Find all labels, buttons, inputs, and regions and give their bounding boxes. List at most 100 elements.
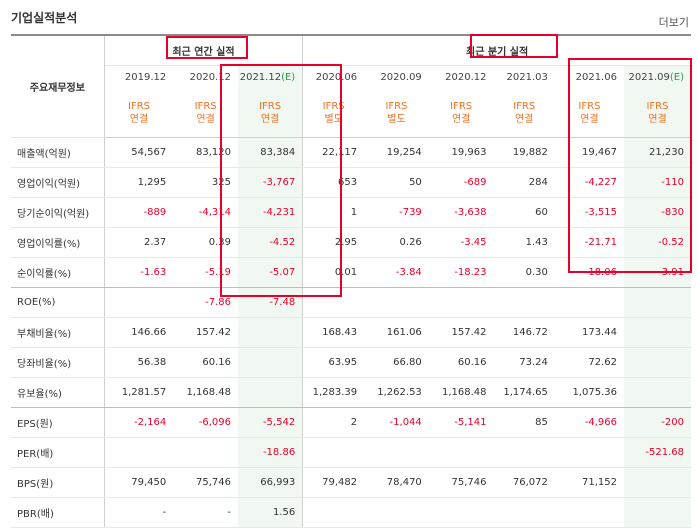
period-label: 2019.12 xyxy=(124,71,167,83)
table-row: PBR(배) - -1.56 xyxy=(11,497,691,528)
table-row: 당좌비율(%) 56.38 60.16 63.95 66.80 60.16 73.24 72.… xyxy=(11,347,691,378)
consolidation-type: 연결 xyxy=(129,113,149,125)
metric-value: 83,120 xyxy=(173,137,238,168)
metric-value: 83,384 xyxy=(237,137,304,168)
metric-value: 79,450 xyxy=(104,467,174,498)
metric-value: 60.16 xyxy=(173,347,238,378)
accounting-standard: IFRS xyxy=(322,100,345,112)
metric-value: 1.43 xyxy=(493,227,555,258)
metric-value: 19,882 xyxy=(493,137,555,168)
metric-value: -1.63 xyxy=(104,257,174,288)
metric-value xyxy=(554,497,624,528)
metric-value: 66.80 xyxy=(364,347,429,378)
metric-value: -3,515 xyxy=(554,197,624,228)
metric-value xyxy=(302,437,365,468)
ifrs-header: IFRS 연결 xyxy=(173,88,238,138)
metric-value: 325 xyxy=(173,167,238,198)
consolidation-type: 별도 xyxy=(387,113,406,125)
table-row: 영업이익(억원) 1,295 325 -3,767 653 50 -689 284 -4,227… xyxy=(11,167,691,198)
metric-value xyxy=(104,437,174,468)
metric-value: 79,482 xyxy=(302,467,365,498)
metric-value: -5,141 xyxy=(428,407,494,438)
metric-value: 157.42 xyxy=(173,317,238,348)
metric-value: 60.16 xyxy=(428,347,494,378)
table-row: 유보율(%) 1,281.57 1,168.48 1,283.39 1,262.53 1,… xyxy=(11,377,691,408)
metric-value xyxy=(428,287,494,318)
metric-value: - xyxy=(104,497,174,528)
period-label: 2020.12 xyxy=(445,71,487,83)
accounting-standard: IFRS xyxy=(513,100,536,112)
period-header: 2020.12 xyxy=(429,66,494,89)
period-label: 2021.09 xyxy=(628,71,670,83)
metric-value: 19,963 xyxy=(428,137,494,168)
metric-value: -7.86 xyxy=(173,287,238,318)
metric-value: -889 xyxy=(104,197,174,228)
table-row: 당기순이익(억원) -889 -4,314 -4,231 1 -739 -3,638 60 -3… xyxy=(11,197,691,228)
consolidation-type: 별도 xyxy=(324,113,343,125)
metric-value: -3,638 xyxy=(428,197,494,228)
metric-label: 당기순이익(억원) xyxy=(11,197,105,228)
consolidation-type: 연결 xyxy=(514,113,534,125)
metric-value: -3.45 xyxy=(428,227,494,258)
ifrs-row: IFRS 연결 IFRS 연결 IFRS 연결 IFRS 별도 IFRS 별도 IFRS 연결 IFRS… xyxy=(11,88,691,138)
consolidation-type: 연결 xyxy=(648,113,667,125)
metric-value: 173.44 xyxy=(554,317,624,348)
metric-value: 0.39 xyxy=(173,227,238,258)
metric-value: -3.91 xyxy=(623,257,691,288)
metric-value: -2,164 xyxy=(104,407,174,438)
ifrs-header: IFRS 연결 xyxy=(493,88,555,138)
metric-value: 21,230 xyxy=(623,137,691,168)
table-row: EPS(원) -2,164 -6,096 -5,542 2 -1,044 -5,141 85-… xyxy=(11,407,691,438)
metric-value: 1,262.53 xyxy=(364,377,429,408)
period-row: 2019.12 2020.12 2021.12(E) 2020.06 2020.09 20… xyxy=(11,65,691,89)
accounting-standard: IFRS xyxy=(385,100,408,112)
metric-value: - xyxy=(173,497,238,528)
metric-label: 영업이익(억원) xyxy=(11,167,105,198)
metric-value xyxy=(623,497,691,528)
metric-value: -18.06 xyxy=(554,257,624,288)
metric-value: 71,152 xyxy=(554,467,624,498)
metric-value xyxy=(364,497,429,528)
metric-value: -4,227 xyxy=(554,167,624,198)
accounting-standard: IFRS xyxy=(646,100,669,112)
metric-value: 653 xyxy=(302,167,365,198)
period-label: 2021.03 xyxy=(506,71,548,83)
metric-value xyxy=(623,377,691,408)
metric-label: PER(배) xyxy=(11,437,105,468)
metric-value: 54,567 xyxy=(104,137,174,168)
metric-value: 1,168.48 xyxy=(173,377,238,408)
more-link[interactable]: 더보기 xyxy=(658,16,689,29)
metric-label: 매출액(억원) xyxy=(11,137,105,168)
period-label: 2021.12 xyxy=(239,71,282,83)
metric-label: 당좌비율(%) xyxy=(11,347,105,378)
metric-value: 0.01 xyxy=(302,257,365,288)
metric-value xyxy=(302,287,365,318)
table-row: 부채비율(%) 146.66 157.42 168.43 161.06 157.42 146… xyxy=(11,317,691,348)
metric-value xyxy=(237,347,304,378)
metric-value: 1,281.57 xyxy=(104,377,174,408)
metric-label: 부채비율(%) xyxy=(11,317,105,348)
metric-value xyxy=(493,497,555,528)
period-header: 2021.09(E) xyxy=(623,65,691,88)
metric-value: 66,993 xyxy=(237,467,304,498)
consolidation-type: 연결 xyxy=(580,113,599,125)
accounting-standard: IFRS xyxy=(578,100,601,112)
metric-value xyxy=(554,437,624,468)
period-label: 2021.06 xyxy=(575,71,617,83)
period-label: 2020.12 xyxy=(189,71,231,83)
metric-value: -5.07 xyxy=(237,257,304,288)
period-header: 2021.03 xyxy=(493,66,554,89)
group-quarter: 최근 분기 실적 xyxy=(302,34,691,66)
metric-value: -110 xyxy=(623,167,691,198)
metric-label: PBR(배) xyxy=(11,497,105,528)
table-row: PER(배) -18.86 -521.68 xyxy=(11,437,691,468)
period-label: 2020.09 xyxy=(380,71,422,83)
metric-value xyxy=(364,287,429,318)
metric-value: 22,117 xyxy=(302,137,365,168)
metric-value: 0.26 xyxy=(364,227,429,258)
metric-value: 1,174.65 xyxy=(493,377,555,408)
metric-value: 284 xyxy=(493,167,555,198)
metric-value: 63.95 xyxy=(302,347,365,378)
metric-value xyxy=(428,497,494,528)
metric-value: 0.30 xyxy=(493,257,555,288)
